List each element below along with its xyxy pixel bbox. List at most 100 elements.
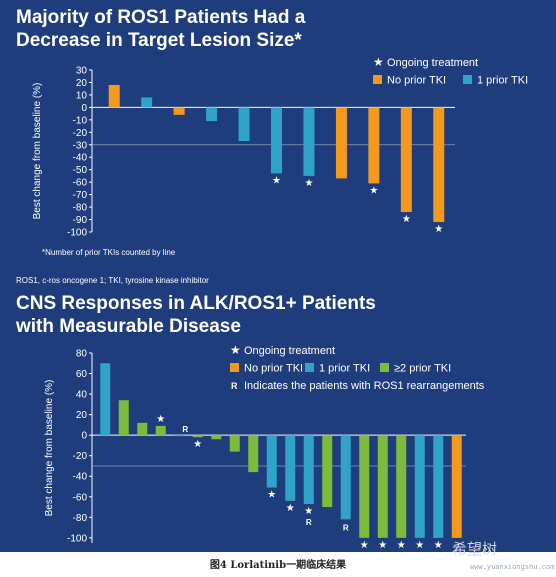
chart1-legend-label: No prior TKI [387, 75, 446, 87]
chart2-bar [266, 435, 277, 488]
chart2-y-tick-label: -60 [73, 492, 88, 503]
chart2-y-tick-label: -20 [73, 451, 88, 462]
caption-bar [0, 552, 556, 577]
chart1-y-tick-label: -100 [67, 228, 87, 239]
panel1-abbreviations: ROS1, c-ros oncogene 1; TKI, tyrosine ki… [16, 276, 209, 285]
chart2-y-tick-label: 20 [76, 410, 88, 421]
chart2-legend-swatch [305, 363, 314, 372]
chart2-bar [211, 435, 222, 440]
chart2-ongoing-star: ★ [415, 540, 424, 551]
chart2-ongoing-star: ★ [397, 540, 406, 551]
chart2-y-tick-label: 40 [76, 390, 88, 401]
chart2-bar [137, 422, 148, 436]
chart2-y-tick-label: 80 [76, 349, 88, 360]
chart2-bar [118, 400, 129, 436]
chart1-ongoing-star: ★ [369, 185, 378, 196]
chart2-ongoing-star: ★ [378, 540, 387, 551]
chart2-ongoing-star: ★ [156, 414, 165, 425]
chart2-bar [414, 435, 425, 538]
figure-caption: 图4 Lorlatinib一期临床结果 [209, 560, 347, 571]
chart2-ongoing-star: ★ [304, 506, 313, 517]
chart2-legend-r-marker: R [231, 381, 238, 391]
chart1-bar [238, 107, 250, 142]
panel2-title: CNS Responses in ALK/ROS1+ Patients with… [16, 293, 376, 337]
chart2-legend-swatch [230, 363, 239, 372]
chart1-bar [368, 107, 380, 184]
chart1-bar [108, 84, 120, 108]
chart1-y-tick-label: -90 [73, 215, 88, 226]
chart1-y-tick-label: -30 [73, 140, 88, 151]
chart2-bar [155, 425, 166, 436]
panel1-footnote: *Number of prior TKIs counted by line [42, 248, 176, 257]
chart1-y-tick-label: 20 [76, 78, 88, 89]
chart2-y-tick-label: -80 [73, 513, 88, 524]
chart2-svg: 80 60 40 20 0 -20 -40 -60 -80 -100 Best change fro… [44, 343, 485, 551]
chart2-y-tick-label: 60 [76, 369, 88, 380]
chart2-y-tick-label: -100 [67, 533, 87, 544]
chart1-bar [271, 107, 282, 174]
chart2-bar [322, 435, 333, 508]
chart1-ongoing-star: ★ [434, 224, 443, 235]
chart2-ongoing-star: ★ [434, 540, 443, 551]
chart2-bar [433, 435, 444, 538]
chart2-legend-label: 1 prior TKI [319, 363, 370, 375]
chart2-ongoing-star: ★ [193, 439, 202, 450]
chart2-bar [174, 435, 185, 437]
chart2-ros1-marker: R [343, 523, 349, 532]
chart2-bar [285, 435, 296, 501]
chart1-ongoing-star: ★ [402, 214, 411, 225]
chart2-legend-star-icon: ★ [230, 343, 241, 357]
chart1-y-tick-label: -10 [73, 115, 88, 126]
chart2-bar [303, 435, 314, 504]
chart1-y-tick-label: -20 [73, 128, 88, 139]
chart1-bar [206, 107, 218, 122]
chart1-y-axis-label: Best change from baseline (%) [32, 83, 43, 220]
chart2-ros1-marker: R [182, 425, 188, 434]
watermark-logo: 希望树 [452, 540, 498, 558]
chart1-y-tick-label: -50 [73, 165, 88, 176]
chart1-bar [141, 97, 153, 108]
chart2-bar [359, 435, 370, 538]
chart2-y-axis-label: Best change from baseline (%) [44, 380, 55, 517]
chart1-y-tick-label: -80 [73, 203, 88, 214]
chart1-legend-star-icon: ★ [373, 55, 384, 69]
chart2-bar [396, 435, 407, 538]
chart1-y-tick-label: -70 [73, 190, 88, 201]
chart1-y-tick-label: 0 [81, 103, 87, 114]
panel-cns-responses: CNS Responses in ALK/ROS1+ Patients with… [0, 290, 556, 552]
chart1-bar [173, 107, 185, 115]
chart2-bar [377, 435, 388, 538]
chart2-bar [100, 363, 111, 436]
chart1-y-tick-label: -40 [73, 153, 88, 164]
chart1-legend-label: 1 prior TKI [477, 75, 528, 87]
chart2-ongoing-star: ★ [360, 540, 369, 551]
panel1-title: Majority of ROS1 Patients Had a Decrease… [16, 7, 306, 51]
chart1-y-tick-label: 10 [76, 90, 88, 101]
chart2-bar [340, 435, 351, 520]
chart1-ongoing-star: ★ [272, 175, 281, 186]
chart1-bar [433, 107, 445, 223]
chart1-bar [303, 107, 315, 176]
chart2-ros1-marker: R [306, 518, 312, 527]
chart1-ongoing-star: ★ [304, 178, 313, 189]
chart1-legend-swatch [373, 75, 382, 84]
chart2-ongoing-star: ★ [286, 503, 295, 514]
chart2-bar [229, 435, 240, 452]
chart2-y-tick-label: -40 [73, 472, 88, 483]
chart2-ongoing-star: ★ [267, 490, 276, 501]
chart1-bar [335, 107, 347, 179]
chart1-y-tick-label: -60 [73, 178, 88, 189]
chart2-legend-label: No prior TKI [244, 363, 303, 375]
chart2-bar [248, 435, 259, 473]
chart1-legend-star-label: Ongoing treatment [387, 57, 478, 69]
chart1-y-tick-label: 30 [76, 66, 88, 77]
chart1-bar [400, 107, 412, 213]
chart1-legend-swatch [463, 75, 472, 84]
chart2-legend-swatch [380, 363, 389, 372]
watermark-url: www.yuanxiongshu.com [470, 563, 555, 571]
chart2-y-tick-label: 0 [81, 431, 87, 442]
chart2-legend-star-label: Ongoing treatment [244, 345, 335, 357]
chart2-legend-label: ≥2 prior TKI [394, 363, 451, 375]
